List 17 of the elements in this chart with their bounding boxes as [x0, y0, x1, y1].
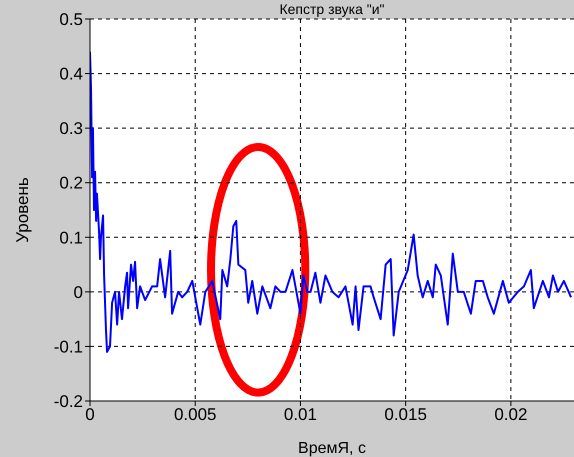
line-series	[90, 50, 572, 353]
y-tick-label: 0.1	[59, 228, 83, 248]
x-axis-title: ВремЯ, с	[298, 440, 366, 457]
x-tick-label: 0	[85, 405, 95, 424]
chart-title: Кепстр звука "и"	[278, 0, 386, 18]
x-tick-label: 0.01	[284, 405, 317, 424]
y-axis-title: Уровень	[13, 177, 32, 243]
y-tick-label: -0.1	[54, 337, 83, 356]
x-tick-label: 0.015	[384, 405, 427, 424]
y-tick-label: 0	[74, 282, 83, 302]
y-tick-label: 0.2	[59, 174, 83, 193]
y-tick-label: 0.3	[59, 119, 83, 138]
y-tick-label: 0.4	[59, 64, 83, 84]
x-tick-label: 0.02	[494, 405, 528, 424]
y-tick-label: -0.2	[54, 392, 83, 412]
y-tick-label: 0.5	[59, 10, 83, 30]
x-tick-label: 0.005	[174, 405, 216, 424]
